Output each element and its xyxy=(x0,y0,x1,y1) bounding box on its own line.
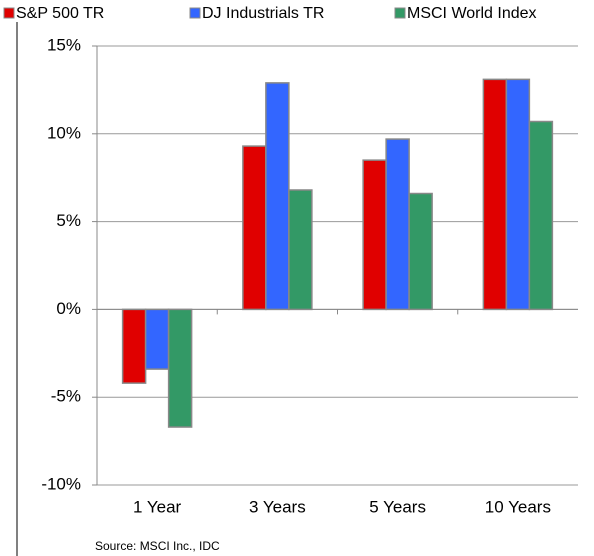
y-tick-label: -5% xyxy=(51,387,81,406)
bar xyxy=(385,138,410,311)
legend-label: S&P 500 TR xyxy=(16,5,104,22)
bar xyxy=(408,192,433,311)
bar xyxy=(288,189,313,311)
bar xyxy=(144,308,170,370)
legend-label: DJ Industrials TR xyxy=(202,5,324,22)
legend-swatch xyxy=(3,7,15,19)
x-tick-label: 10 Years xyxy=(485,497,551,516)
bar xyxy=(121,308,147,384)
bar xyxy=(482,78,508,311)
bar xyxy=(362,159,387,311)
source-note: Source: MSCI Inc., IDC xyxy=(95,539,220,553)
y-tick-label: 10% xyxy=(47,123,81,142)
y-tick-label: -10% xyxy=(41,474,81,493)
bar xyxy=(528,120,554,311)
legend-swatch xyxy=(394,7,406,19)
bar xyxy=(167,308,193,428)
y-tick-label: 0% xyxy=(56,299,81,318)
x-tick-label: 1 Year xyxy=(133,497,182,516)
y-tick-label: 15% xyxy=(47,35,81,54)
bar xyxy=(505,78,531,311)
y-tick-label: 5% xyxy=(56,211,81,230)
x-tick-label: 5 Years xyxy=(369,497,426,516)
bar xyxy=(265,82,290,311)
legend-label: MSCI World Index xyxy=(407,5,537,22)
x-tick-label: 3 Years xyxy=(249,497,306,516)
bar xyxy=(242,145,267,311)
legend-swatch xyxy=(189,7,201,19)
